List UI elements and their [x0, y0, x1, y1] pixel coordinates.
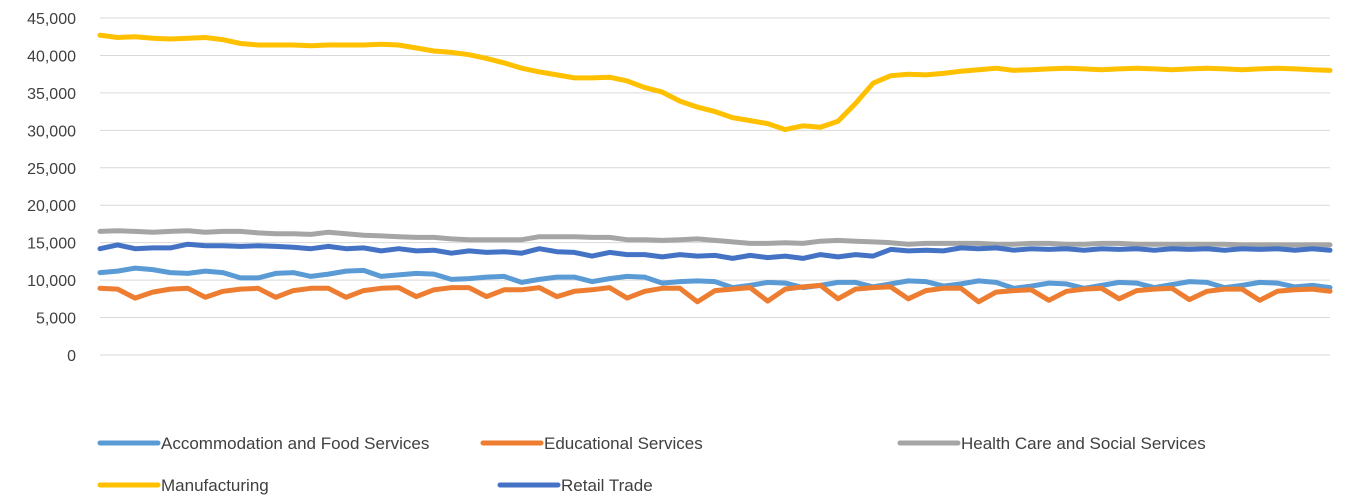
y-tick-label: 15,000: [27, 236, 76, 253]
y-tick-label: 5,000: [36, 311, 76, 328]
legend-item-educational-services: Educational Services: [480, 434, 703, 453]
legend-item-health-care-and-social-services: Health Care and Social Services: [897, 434, 1206, 453]
y-tick-label: 45,000: [27, 11, 76, 28]
legend-label: Accommodation and Food Services: [161, 434, 429, 453]
y-tick-label: 10,000: [27, 273, 76, 290]
series-line-educational-services: [97, 282, 1333, 305]
legend-item-manufacturing: Manufacturing: [97, 476, 269, 495]
y-tick-label: 35,000: [27, 86, 76, 103]
legend-item-retail-trade: Retail Trade: [497, 476, 653, 495]
legend-item-accommodation-and-food-services: Accommodation and Food Services: [97, 434, 429, 453]
series-line-accommodation-and-food-services: [97, 265, 1333, 291]
series-lines: [97, 32, 1333, 305]
legend-label: Retail Trade: [561, 476, 653, 495]
legend: Accommodation and Food Services Education…: [97, 434, 1206, 495]
legend-label: Health Care and Social Services: [961, 434, 1206, 453]
series-line-retail-trade: [97, 241, 1333, 261]
legend-label: Educational Services: [544, 434, 703, 453]
legend-label: Manufacturing: [161, 476, 269, 495]
y-tick-label: 0: [67, 348, 76, 365]
y-tick-label: 40,000: [27, 48, 76, 65]
y-axis-tick-labels: 0 5,000 10,000 15,000 20,000 25,000 30,000 35,0…: [27, 11, 76, 365]
gridlines: [100, 17, 1330, 356]
y-tick-label: 25,000: [27, 161, 76, 178]
series-line-manufacturing: [97, 32, 1333, 133]
y-tick-label: 20,000: [27, 198, 76, 215]
y-tick-label: 30,000: [27, 123, 76, 140]
series-line-health-care-and-social-services: [97, 228, 1333, 248]
